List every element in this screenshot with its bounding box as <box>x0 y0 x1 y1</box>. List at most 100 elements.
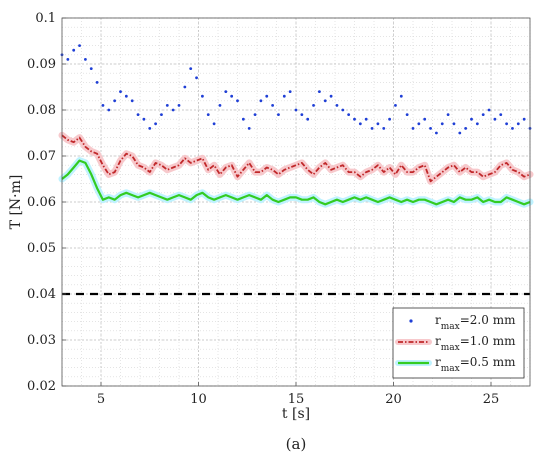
y-axis: 0.02 0.03 0.04 0.05 0.06 0.07 0.08 0.09 0.1 <box>27 11 66 394</box>
data-point <box>516 122 520 126</box>
data-point <box>358 122 362 126</box>
data-point <box>335 104 339 107</box>
data-point <box>247 126 251 130</box>
data-point <box>171 108 175 112</box>
y-tick-label: 0.09 <box>27 57 56 72</box>
data-point <box>66 58 70 61</box>
y-tick-label: 0.05 <box>27 241 56 256</box>
data-point <box>113 99 117 103</box>
legend-item: rmax=2.0 mm <box>409 313 516 332</box>
data-point <box>300 113 304 116</box>
legend-label: rmax=2.0 mm <box>435 313 516 332</box>
y-tick-label: 0.04 <box>27 287 56 302</box>
data-point <box>429 126 432 130</box>
data-point <box>84 58 87 61</box>
data-point <box>388 117 391 121</box>
x-tick-label: 20 <box>385 392 402 407</box>
series-group <box>58 44 534 208</box>
data-point <box>470 117 473 121</box>
data-point <box>265 94 269 98</box>
data-point <box>487 108 491 112</box>
data-point <box>183 85 187 89</box>
data-point <box>435 131 438 135</box>
data-point <box>294 108 298 112</box>
data-point <box>206 113 210 116</box>
data-point <box>493 117 497 121</box>
data-point <box>160 113 163 116</box>
data-point <box>177 104 181 107</box>
data-point <box>347 113 351 116</box>
series-3 <box>58 157 534 208</box>
data-point <box>288 90 292 93</box>
legend-item: rmax=0.5 mm <box>395 355 516 374</box>
data-point <box>253 113 257 116</box>
data-point <box>124 94 128 98</box>
data-point <box>277 113 280 116</box>
data-point <box>312 104 315 107</box>
data-point <box>142 117 146 121</box>
data-point <box>318 90 321 93</box>
data-point <box>72 48 76 52</box>
x-tick-label: 15 <box>288 392 305 407</box>
x-axis-title: t [s] <box>282 406 310 422</box>
data-point <box>440 122 444 126</box>
data-point <box>452 122 456 126</box>
legend-item: rmax=1.0 mm <box>395 334 516 353</box>
data-point <box>423 117 427 121</box>
data-point <box>195 76 198 80</box>
data-point <box>212 122 216 126</box>
legend-label: rmax=0.5 mm <box>435 355 516 374</box>
legend-marker <box>409 319 413 323</box>
data-point <box>224 90 228 93</box>
data-point <box>130 99 134 103</box>
data-point <box>189 67 193 70</box>
data-point <box>341 108 345 112</box>
data-point <box>475 122 479 126</box>
data-point <box>148 126 152 130</box>
y-tick-label: 0.02 <box>27 379 56 394</box>
data-point <box>499 113 503 116</box>
x-tick-label: 10 <box>190 392 207 407</box>
data-point <box>78 44 81 47</box>
y-tick-label: 0.06 <box>27 195 56 210</box>
y-tick-label: 0.03 <box>27 333 56 348</box>
data-point <box>154 122 158 126</box>
x-tick-label: 25 <box>483 392 500 407</box>
data-point <box>464 126 468 130</box>
x-axis: 5 10 15 20 25 <box>97 382 499 407</box>
data-point <box>481 113 485 116</box>
data-point <box>511 126 514 130</box>
data-point <box>382 126 386 130</box>
y-tick-label: 0.1 <box>35 11 56 26</box>
data-point <box>446 113 450 116</box>
data-point <box>329 94 333 98</box>
series-2 <box>58 131 534 185</box>
data-point <box>411 126 415 130</box>
data-point <box>259 99 263 103</box>
data-point <box>218 104 222 107</box>
data-point <box>323 99 327 103</box>
data-point <box>119 90 122 93</box>
data-point <box>522 117 526 121</box>
data-point <box>241 117 245 121</box>
legend-label: rmax=1.0 mm <box>435 334 516 353</box>
data-point <box>458 131 462 135</box>
data-point <box>271 104 274 107</box>
series-line <box>61 159 531 206</box>
data-point <box>353 117 356 121</box>
data-point <box>370 126 374 130</box>
panel-label: (a) <box>286 435 307 453</box>
data-point <box>136 113 140 116</box>
data-point <box>505 122 508 126</box>
data-point <box>417 122 421 126</box>
data-point <box>201 94 204 98</box>
data-point <box>95 81 99 84</box>
series-line <box>61 134 531 183</box>
y-tick-label: 0.08 <box>27 103 56 118</box>
y-tick-label: 0.07 <box>27 149 56 164</box>
data-point <box>101 104 105 107</box>
data-point <box>165 104 169 107</box>
data-point <box>89 67 93 70</box>
series-1 <box>60 44 532 135</box>
